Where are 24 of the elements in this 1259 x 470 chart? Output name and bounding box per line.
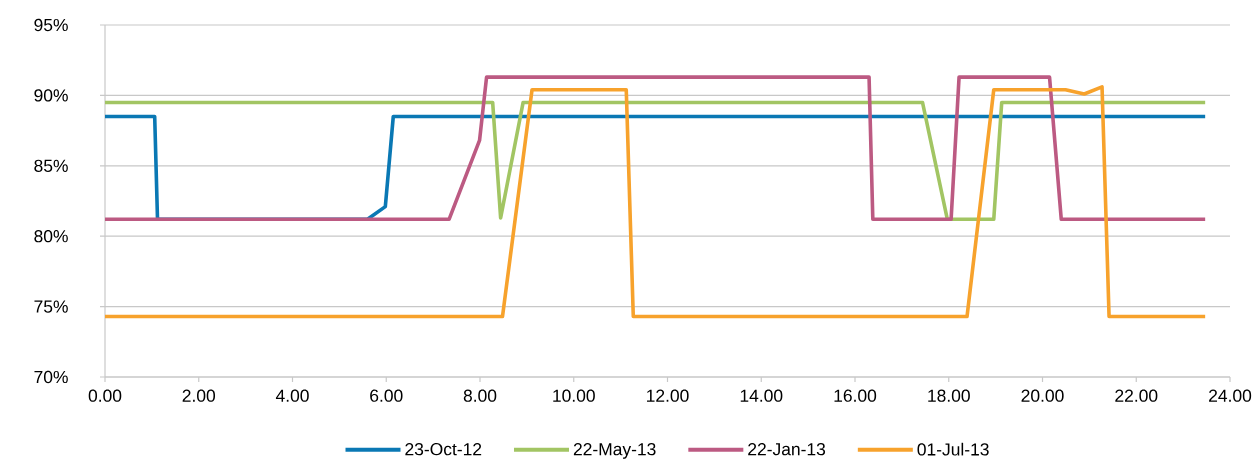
x-tick-label: 10.00 <box>553 389 595 402</box>
x-tick-label: 24.00 <box>1209 389 1252 402</box>
x-tick-label: 12.00 <box>647 389 689 402</box>
x-tick-label: 18.00 <box>928 389 970 402</box>
y-tick-label: 95% <box>34 18 68 32</box>
x-tick-label: 22.00 <box>1115 389 1158 402</box>
x-tick-label: 16.00 <box>834 389 877 402</box>
x-tick-label: 2.00 <box>182 389 216 402</box>
x-tick-label: 0.00 <box>88 389 122 402</box>
line-series <box>103 85 1207 319</box>
legend-label: 01-Jul-13 <box>917 442 989 456</box>
legend-label: 22-May-13 <box>573 443 656 459</box>
x-tick-label: 8.00 <box>463 389 497 402</box>
x-tick-label: 20.00 <box>1021 389 1064 402</box>
y-tick-label: 85% <box>34 159 68 172</box>
y-tick-label: 75% <box>34 300 68 313</box>
y-tick-label: 80% <box>34 230 68 243</box>
x-tick-label: 14.00 <box>740 389 783 402</box>
x-tick-label: 4.00 <box>275 389 309 402</box>
y-tick-label: 90% <box>34 89 68 102</box>
x-tick-label: 6.00 <box>370 389 403 402</box>
y-tick-label: 70% <box>34 370 68 384</box>
legend-label: 23-Oct-12 <box>405 443 482 456</box>
legend-label: 22-Jan-13 <box>748 443 826 456</box>
